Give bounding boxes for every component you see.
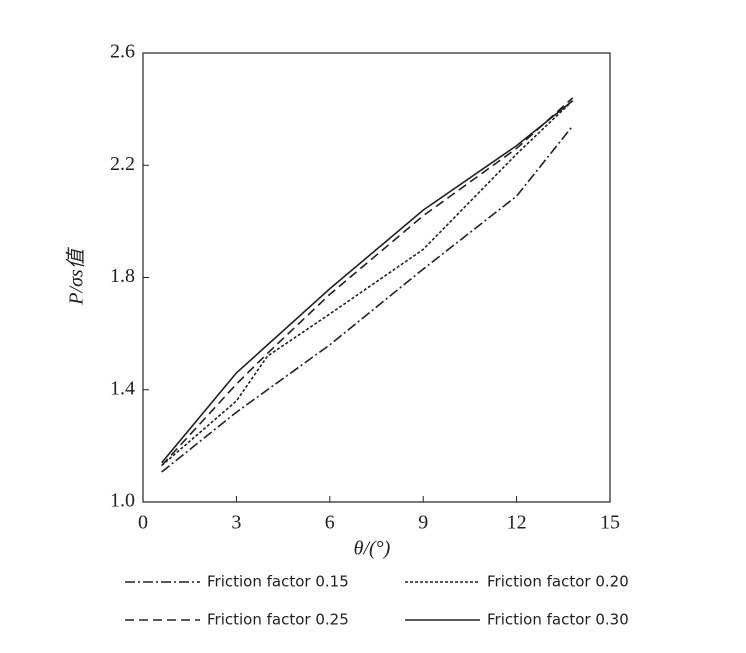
x-tick-label: 12 <box>507 512 527 534</box>
series-line <box>161 100 574 467</box>
x-tick-label: 9 <box>418 512 428 534</box>
plot-frame <box>142 52 611 503</box>
y-tick-label: 2.2 <box>110 153 135 175</box>
series-line <box>161 100 574 464</box>
y-tick-label: 2.6 <box>110 41 135 63</box>
x-axis-label: θ/(°) <box>354 538 391 560</box>
x-tick-label: 0 <box>138 512 148 534</box>
series-line <box>161 97 574 467</box>
legend-label: Friction factor 0.15 <box>207 573 349 591</box>
y-tick-label: 1.0 <box>110 490 135 512</box>
x-tick-label: 6 <box>325 512 335 534</box>
y-tick-label: 1.8 <box>110 265 135 287</box>
y-tick-label: 1.4 <box>110 377 135 399</box>
x-tick-label: 3 <box>231 512 241 534</box>
x-tick-label: 15 <box>600 512 620 534</box>
y-axis-label: P/σs值 <box>66 246 88 305</box>
series-line <box>161 125 574 473</box>
legend-label: Friction factor 0.20 <box>487 573 629 591</box>
legend-label: Friction factor 0.30 <box>487 611 629 629</box>
legend-label: Friction factor 0.25 <box>207 611 349 629</box>
